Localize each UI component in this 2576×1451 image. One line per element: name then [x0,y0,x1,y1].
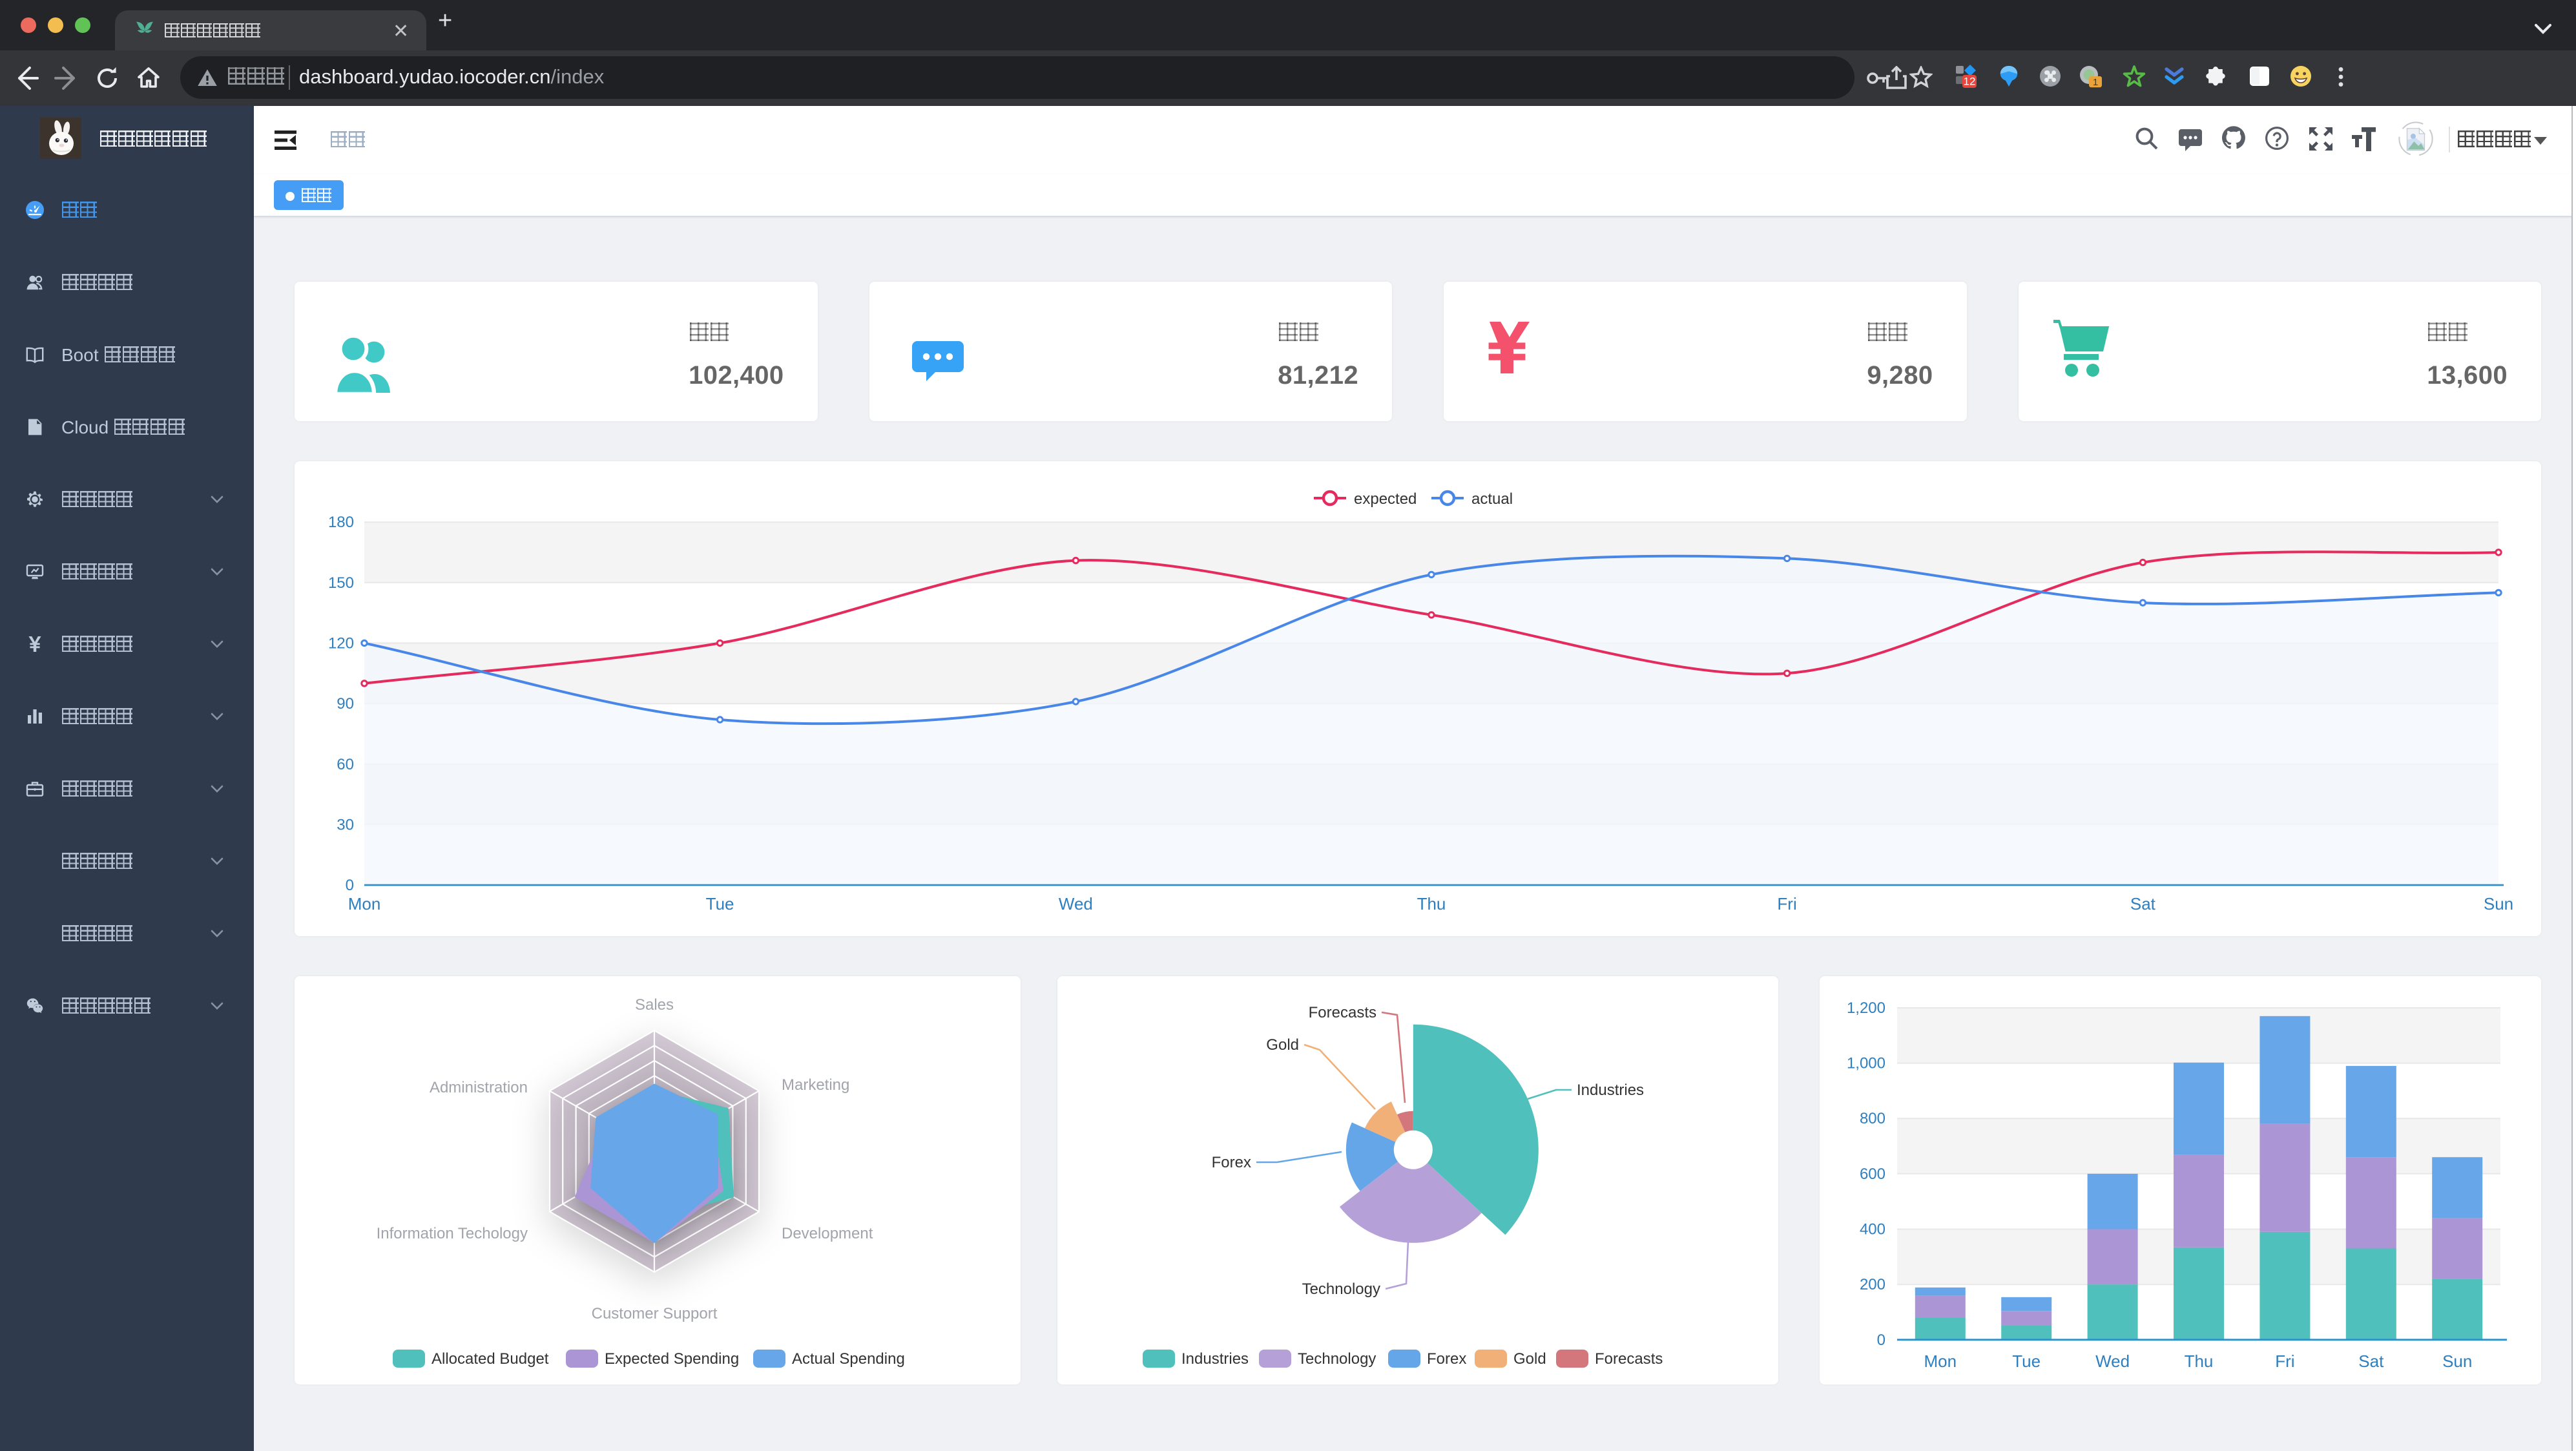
svg-text:30: 30 [337,816,354,833]
svg-text:Forecasts: Forecasts [1308,1004,1376,1021]
svg-text:200: 200 [1860,1276,1885,1293]
svg-text:150: 150 [328,574,354,592]
svg-text:Sat: Sat [2130,894,2156,913]
svg-text:400: 400 [1860,1221,1885,1238]
svg-text:expected: expected [1354,490,1417,508]
svg-text:Tue: Tue [2013,1352,2041,1371]
svg-text:Sun: Sun [2484,894,2513,913]
svg-text:Actual Spending: Actual Spending [792,1350,905,1368]
svg-text:1,000: 1,000 [1847,1055,1885,1072]
svg-text:Thu: Thu [2185,1352,2214,1371]
svg-text:600: 600 [1860,1165,1885,1183]
svg-text:Allocated Budget: Allocated Budget [431,1350,549,1368]
svg-text:Wed: Wed [2095,1352,2130,1371]
svg-text:Industries: Industries [1181,1350,1249,1368]
svg-text:Forex: Forex [1427,1350,1466,1368]
svg-text:Gold: Gold [1513,1350,1546,1368]
svg-text:Mon: Mon [348,894,381,913]
svg-text:Expected Spending: Expected Spending [605,1350,739,1368]
svg-text:Wed: Wed [1059,894,1093,913]
svg-text:Tue: Tue [706,894,734,913]
svg-text:60: 60 [337,756,354,773]
svg-text:Fri: Fri [2276,1352,2295,1371]
svg-text:Customer Support: Customer Support [592,1305,718,1322]
svg-text:Sales: Sales [635,996,674,1014]
svg-text:Forecasts: Forecasts [1595,1350,1663,1368]
svg-text:Technology: Technology [1298,1350,1376,1368]
svg-text:Mon: Mon [1924,1352,1957,1371]
svg-text:Industries: Industries [1577,1081,1644,1099]
svg-text:actual: actual [1471,490,1513,508]
svg-text:Administration: Administration [430,1079,528,1096]
svg-text:Thu: Thu [1417,894,1446,913]
svg-text:0: 0 [346,877,354,894]
svg-text:800: 800 [1860,1110,1885,1127]
svg-text:0: 0 [1877,1331,1885,1349]
svg-text:Sun: Sun [2442,1352,2472,1371]
svg-text:120: 120 [328,634,354,652]
svg-text:12: 12 [1964,76,1976,88]
svg-text:Marketing: Marketing [782,1076,849,1094]
svg-text:180: 180 [328,514,354,531]
svg-text:Development: Development [782,1225,873,1242]
svg-text:Information Techology: Information Techology [377,1225,528,1242]
svg-text:Sat: Sat [2359,1352,2385,1371]
svg-text:Gold: Gold [1266,1036,1299,1054]
svg-text:1: 1 [2093,77,2098,88]
svg-text:Technology: Technology [1302,1280,1380,1298]
svg-text:Forex: Forex [1211,1154,1251,1171]
svg-text:90: 90 [337,695,354,713]
svg-text:Fri: Fri [1777,894,1796,913]
svg-text:1,200: 1,200 [1847,999,1885,1017]
